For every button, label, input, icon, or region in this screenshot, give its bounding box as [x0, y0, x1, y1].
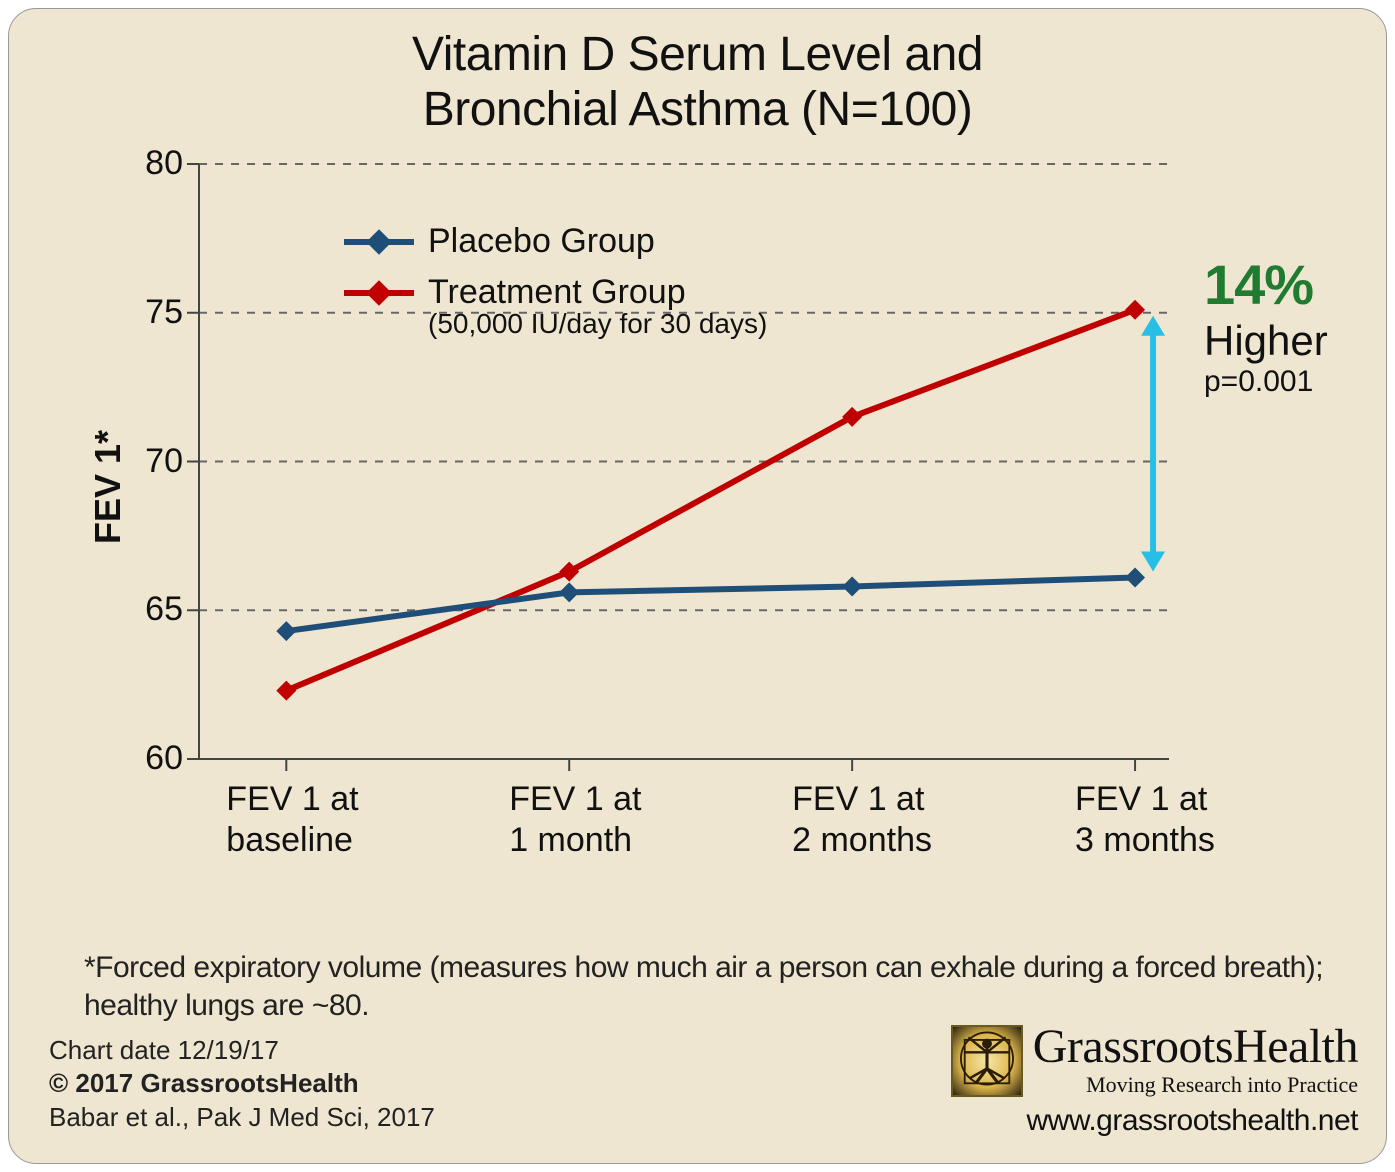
- y-tick-label: 65: [133, 590, 183, 629]
- legend: Placebo Group Treatment Group (50,000 IU…: [344, 222, 767, 340]
- chart-panel: Vitamin D Serum Level and Bronchial Asth…: [8, 8, 1387, 1164]
- brand-tagline: Moving Research into Practice: [1033, 1072, 1358, 1098]
- x-tick-label: FEV 1 atbaseline: [226, 779, 358, 861]
- credits-block: Chart date 12/19/17 © 2017 GrassrootsHea…: [49, 1034, 435, 1135]
- x-tick-label: FEV 1 at2 months: [792, 779, 932, 861]
- brand-block: GrassrootsHealth Moving Research into Pr…: [951, 1024, 1358, 1138]
- vitruvian-figure-icon: [951, 1025, 1023, 1097]
- chart-title: Vitamin D Serum Level and Bronchial Asth…: [9, 9, 1386, 137]
- y-axis-label: FEV 1*: [87, 430, 129, 544]
- legend-sublabel-treatment: (50,000 IU/day for 30 days): [428, 308, 767, 340]
- callout-annotation: 14% Higher p=0.001: [1204, 252, 1328, 399]
- title-line-1: Vitamin D Serum Level and: [412, 28, 983, 81]
- legend-swatch-treatment: [344, 290, 414, 296]
- title-line-2: Bronchial Asthma (N=100): [423, 83, 973, 136]
- x-tick-label: FEV 1 at3 months: [1075, 779, 1215, 861]
- copyright: © 2017 GrassrootsHealth: [49, 1067, 435, 1101]
- chart-date: Chart date 12/19/17: [49, 1034, 435, 1068]
- chart-area: FEV 1* 6065707580 FEV 1 atbaselineFEV 1 …: [79, 154, 1334, 894]
- y-tick-label: 60: [133, 739, 183, 778]
- callout-pvalue: p=0.001: [1204, 365, 1328, 399]
- x-tick-label: FEV 1 at1 month: [509, 779, 641, 861]
- image-frame: Vitamin D Serum Level and Bronchial Asth…: [0, 0, 1395, 1172]
- y-tick-label: 80: [133, 144, 183, 183]
- legend-label-placebo: Placebo Group: [428, 222, 655, 261]
- brand-name: GrassrootsHealth: [1033, 1024, 1358, 1070]
- brand-url: www.grassrootshealth.net: [951, 1104, 1358, 1138]
- legend-item-treatment: Treatment Group: [344, 273, 767, 312]
- callout-percent: 14%: [1204, 252, 1328, 317]
- citation: Babar et al., Pak J Med Sci, 2017: [49, 1101, 435, 1135]
- callout-word: Higher: [1204, 317, 1328, 365]
- legend-item-placebo: Placebo Group: [344, 222, 767, 261]
- y-tick-label: 75: [133, 293, 183, 332]
- y-tick-label: 70: [133, 442, 183, 481]
- legend-swatch-placebo: [344, 239, 414, 245]
- footnote: *Forced expiratory volume (measures how …: [84, 949, 1324, 1024]
- legend-label-treatment: Treatment Group: [428, 273, 686, 312]
